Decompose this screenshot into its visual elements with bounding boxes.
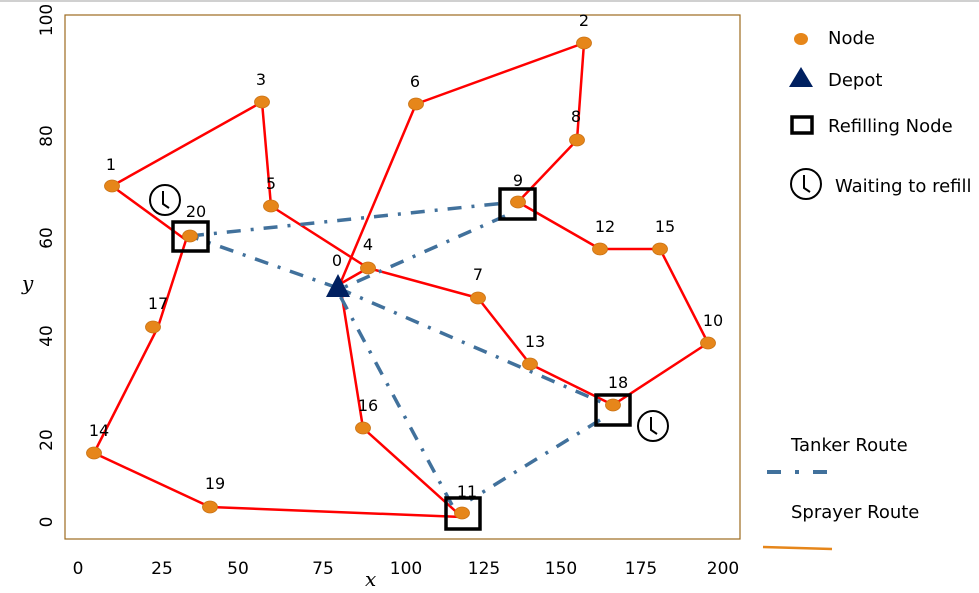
node-9: [510, 195, 526, 209]
window-top-border: [0, 0, 979, 2]
legend-clock-icon: [790, 168, 822, 200]
tanker-route: [189, 201, 609, 506]
node-label: 3: [256, 70, 266, 89]
node-label: 5: [266, 174, 276, 193]
legend-sprayer-line: [762, 545, 833, 551]
x-tick: 50: [227, 559, 249, 579]
node-label: 0: [332, 251, 342, 270]
legend-node-marker: [794, 33, 808, 45]
node-label: 20: [186, 202, 206, 221]
x-tick: 75: [312, 559, 334, 579]
node-label: 9: [513, 171, 523, 190]
node-10: [700, 336, 716, 350]
x-tick: 200: [707, 559, 739, 579]
clock-icon: [637, 410, 669, 442]
x-tick: 125: [468, 559, 500, 579]
node-label: 10: [703, 311, 723, 330]
node-7: [470, 291, 486, 305]
x-tick: 175: [625, 559, 657, 579]
x-tick: 150: [545, 559, 577, 579]
node-labels: 0 1 2 3 4 5 6 7 8 9 10 11 12 13 14 15 16…: [89, 11, 723, 501]
y-tick: 20: [37, 429, 57, 451]
node-13: [522, 357, 538, 371]
legend-depot-marker: [789, 67, 813, 87]
y-tick: 0: [37, 517, 57, 528]
node-4: [360, 261, 376, 275]
node-label: 12: [595, 217, 615, 236]
node-label: 4: [363, 235, 373, 254]
y-axis-label: y: [21, 271, 34, 295]
clock-icon: [149, 184, 181, 216]
x-tick: 25: [151, 559, 173, 579]
node-12: [592, 242, 608, 256]
y-tick: 40: [37, 325, 57, 347]
node-17: [145, 320, 161, 334]
legend-depot-label: Depot: [828, 70, 882, 91]
node-14: [86, 446, 102, 460]
node-label: 19: [205, 474, 225, 493]
node-2: [576, 36, 592, 50]
y-tick: 60: [37, 227, 57, 249]
node-label: 1: [106, 155, 116, 174]
node-label: 14: [89, 421, 109, 440]
refill-square-11: [444, 496, 482, 531]
node-16: [355, 421, 371, 435]
y-tick: 100: [37, 4, 57, 36]
node-label: 18: [608, 373, 628, 392]
node-label: 16: [358, 396, 378, 415]
x-tick: 100: [390, 559, 422, 579]
legend-refilling-marker: [790, 115, 814, 135]
refill-square-9: [498, 187, 537, 221]
node-1: [104, 179, 120, 193]
x-axis-label: x: [365, 567, 376, 591]
node-20: [182, 229, 198, 243]
legend: Node Depot Refilling Node Waiting to ref…: [762, 28, 972, 551]
depot-marker: [326, 274, 350, 297]
node-label: 15: [655, 217, 675, 236]
y-axis-ticks: 0 20 40 60 80 100: [37, 4, 57, 528]
legend-node-label: Node: [828, 28, 875, 49]
node-label: 11: [457, 482, 477, 501]
node-19: [202, 500, 218, 514]
refill-square-18: [594, 393, 632, 427]
legend-tanker-label: Tanker Route: [790, 435, 908, 456]
node-18: [605, 398, 621, 412]
refill-square-20: [171, 220, 210, 253]
node-3: [254, 95, 270, 109]
node-6: [408, 97, 424, 111]
node-label: 6: [410, 72, 420, 91]
legend-refilling-label: Refilling Node: [828, 116, 953, 137]
node-label: 2: [579, 11, 589, 30]
node-label: 8: [571, 107, 581, 126]
y-tick: 80: [37, 125, 57, 147]
node-label: 13: [525, 332, 545, 351]
x-tick: 0: [73, 559, 84, 579]
node-8: [569, 133, 585, 147]
node-label: 7: [473, 265, 483, 284]
legend-waiting-label: Waiting to refill: [835, 176, 972, 197]
node-label: 17: [148, 294, 168, 313]
node-5: [263, 199, 279, 213]
node-15: [652, 242, 668, 256]
refilling-nodes: [171, 187, 632, 531]
sprayer-route: [92, 41, 710, 519]
nodes: [86, 36, 716, 520]
plot-frame: [64, 14, 741, 540]
legend-sprayer-label: Sprayer Route: [791, 502, 919, 523]
node-11: [454, 506, 470, 520]
x-axis-ticks: 0 25 50 75 100 125 150 175 200: [73, 559, 740, 579]
